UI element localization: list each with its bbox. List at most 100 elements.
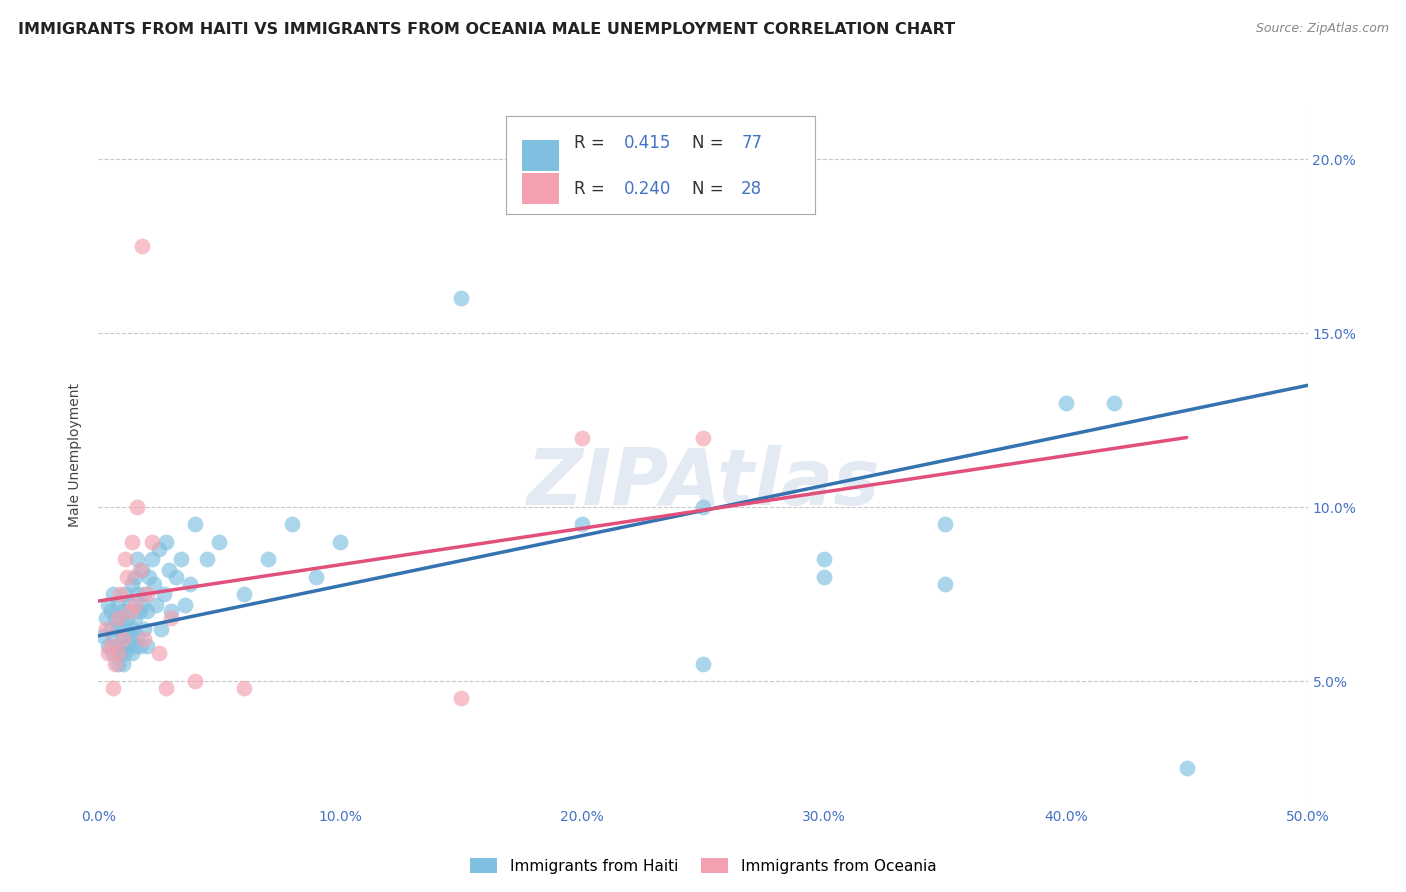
Immigrants from Oceania	[450, 691, 472, 706]
Immigrants from Haiti	[111, 629, 134, 643]
Immigrants from Oceania	[184, 674, 207, 689]
Immigrants from Haiti	[128, 639, 150, 653]
Immigrants from Haiti	[118, 598, 141, 612]
Immigrants from Haiti	[111, 657, 134, 671]
Immigrants from Oceania	[692, 430, 714, 444]
FancyBboxPatch shape	[522, 173, 558, 204]
Immigrants from Haiti	[143, 576, 166, 591]
Immigrants from Haiti	[305, 570, 328, 584]
Immigrants from Oceania	[97, 646, 120, 660]
Immigrants from Haiti	[174, 598, 197, 612]
Immigrants from Haiti	[208, 534, 231, 549]
Immigrants from Haiti	[934, 517, 956, 532]
Immigrants from Haiti	[101, 629, 124, 643]
Immigrants from Haiti	[179, 576, 201, 591]
Y-axis label: Male Unemployment: Male Unemployment	[69, 383, 83, 527]
Immigrants from Haiti	[813, 552, 835, 566]
Immigrants from Oceania	[128, 563, 150, 577]
Immigrants from Oceania	[232, 681, 254, 695]
Immigrants from Haiti	[160, 605, 183, 619]
Immigrants from Haiti	[91, 629, 114, 643]
Immigrants from Haiti	[117, 611, 139, 625]
Immigrants from Oceania	[134, 632, 156, 647]
Immigrants from Haiti	[145, 598, 167, 612]
Immigrants from Haiti	[148, 541, 170, 556]
Immigrants from Haiti	[114, 646, 136, 660]
Immigrants from Haiti	[692, 500, 714, 514]
Immigrants from Oceania	[117, 570, 139, 584]
Text: ZIPAtlas: ZIPAtlas	[526, 445, 880, 521]
Immigrants from Haiti	[134, 622, 156, 636]
Immigrants from Haiti	[127, 552, 149, 566]
Immigrants from Haiti	[152, 587, 174, 601]
Immigrants from Oceania	[104, 657, 127, 671]
Immigrants from Haiti	[111, 605, 134, 619]
Immigrants from Haiti	[127, 587, 149, 601]
Immigrants from Haiti	[813, 570, 835, 584]
Immigrants from Haiti	[104, 639, 127, 653]
Immigrants from Haiti	[131, 563, 153, 577]
Immigrants from Oceania	[141, 534, 163, 549]
Immigrants from Haiti	[157, 563, 180, 577]
Immigrants from Oceania	[100, 639, 122, 653]
Text: 0.240: 0.240	[624, 179, 671, 197]
Immigrants from Haiti	[114, 622, 136, 636]
Immigrants from Haiti	[101, 587, 124, 601]
Immigrants from Haiti	[1175, 761, 1198, 775]
Immigrants from Haiti	[692, 657, 714, 671]
Immigrants from Oceania	[131, 239, 153, 253]
Text: Source: ZipAtlas.com: Source: ZipAtlas.com	[1256, 22, 1389, 36]
Immigrants from Haiti	[97, 639, 120, 653]
Immigrants from Haiti	[281, 517, 304, 532]
Immigrants from Haiti	[195, 552, 218, 566]
Immigrants from Haiti	[121, 576, 143, 591]
Immigrants from Haiti	[1102, 395, 1125, 409]
Immigrants from Oceania	[160, 611, 183, 625]
Immigrants from Haiti	[232, 587, 254, 601]
Text: IMMIGRANTS FROM HAITI VS IMMIGRANTS FROM OCEANIA MALE UNEMPLOYMENT CORRELATION C: IMMIGRANTS FROM HAITI VS IMMIGRANTS FROM…	[18, 22, 956, 37]
Immigrants from Haiti	[135, 605, 157, 619]
Immigrants from Oceania	[135, 587, 157, 601]
Immigrants from Oceania	[124, 598, 146, 612]
Immigrants from Haiti	[1054, 395, 1077, 409]
Text: R =: R =	[574, 135, 610, 153]
Immigrants from Haiti	[141, 552, 163, 566]
Immigrants from Oceania	[107, 611, 129, 625]
Text: 0.415: 0.415	[624, 135, 671, 153]
Text: N =: N =	[692, 179, 728, 197]
Immigrants from Haiti	[94, 611, 117, 625]
Immigrants from Oceania	[111, 632, 134, 647]
Immigrants from Haiti	[127, 629, 149, 643]
Immigrants from Haiti	[117, 639, 139, 653]
Legend: Immigrants from Haiti, Immigrants from Oceania: Immigrants from Haiti, Immigrants from O…	[464, 852, 942, 880]
Immigrants from Haiti	[118, 629, 141, 643]
Text: N =: N =	[692, 135, 728, 153]
Immigrants from Haiti	[121, 622, 143, 636]
Immigrants from Haiti	[108, 646, 131, 660]
Immigrants from Haiti	[100, 622, 122, 636]
Immigrants from Haiti	[134, 587, 156, 601]
Immigrants from Haiti	[107, 622, 129, 636]
Immigrants from Haiti	[111, 639, 134, 653]
Immigrants from Oceania	[94, 622, 117, 636]
Immigrants from Haiti	[104, 611, 127, 625]
Immigrants from Oceania	[121, 534, 143, 549]
Immigrants from Oceania	[148, 646, 170, 660]
Immigrants from Haiti	[165, 570, 187, 584]
FancyBboxPatch shape	[522, 139, 558, 171]
Text: 77: 77	[741, 135, 762, 153]
Immigrants from Haiti	[571, 517, 593, 532]
Immigrants from Haiti	[184, 517, 207, 532]
Immigrants from Oceania	[118, 605, 141, 619]
Immigrants from Haiti	[108, 611, 131, 625]
Immigrants from Haiti	[150, 622, 173, 636]
Immigrants from Haiti	[169, 552, 191, 566]
Immigrants from Haiti	[128, 605, 150, 619]
Immigrants from Haiti	[450, 291, 472, 305]
Immigrants from Haiti	[155, 534, 177, 549]
Immigrants from Oceania	[114, 552, 136, 566]
Text: R =: R =	[574, 179, 610, 197]
Immigrants from Haiti	[131, 598, 153, 612]
Immigrants from Haiti	[121, 646, 143, 660]
Immigrants from Haiti	[107, 657, 129, 671]
